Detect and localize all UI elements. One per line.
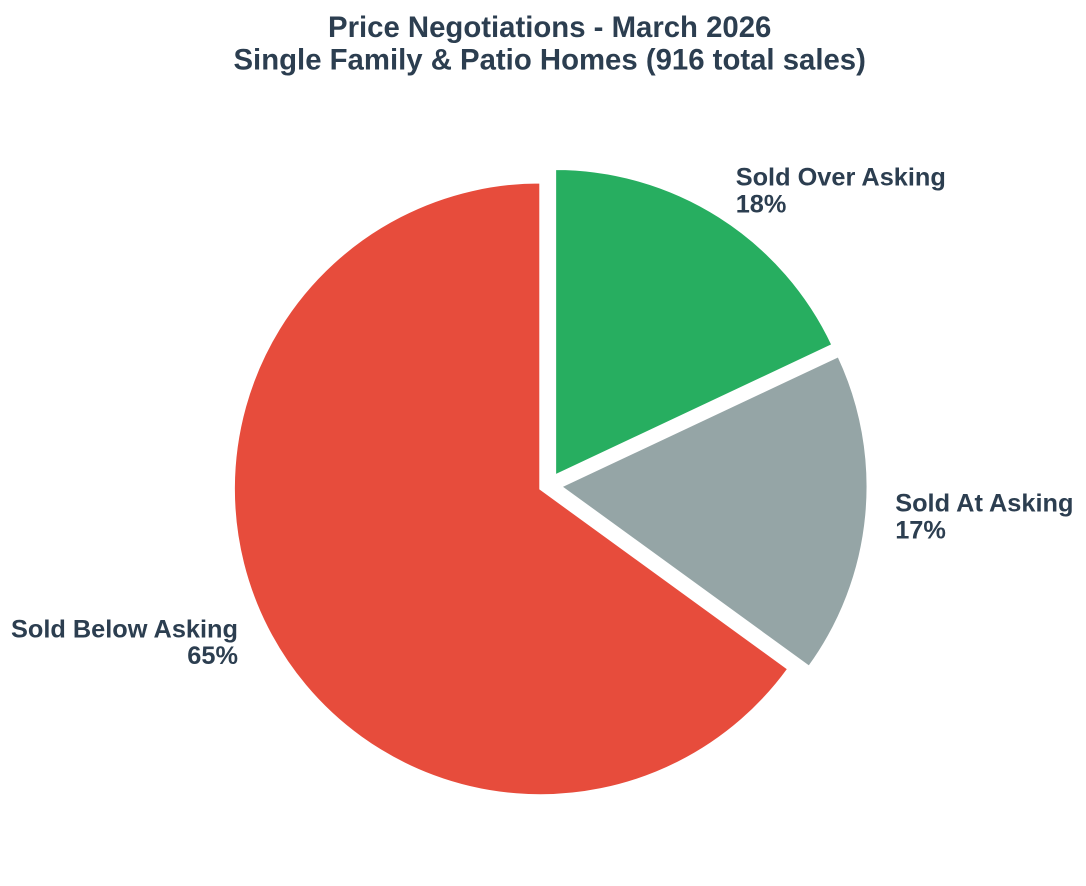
svg-text:Price Negotiations - March 202: Price Negotiations - March 2026 (328, 11, 771, 44)
svg-text:18%: 18% (736, 190, 787, 218)
svg-text:Single Family & Patio Homes (9: Single Family & Patio Homes (916 total s… (234, 44, 866, 77)
svg-text:Sold Over Asking: Sold Over Asking (736, 163, 946, 191)
svg-text:Sold At Asking: Sold At Asking (895, 490, 1073, 518)
svg-text:17%: 17% (895, 516, 946, 544)
svg-text:65%: 65% (187, 642, 238, 670)
svg-text:Sold Below Asking: Sold Below Asking (11, 615, 238, 643)
